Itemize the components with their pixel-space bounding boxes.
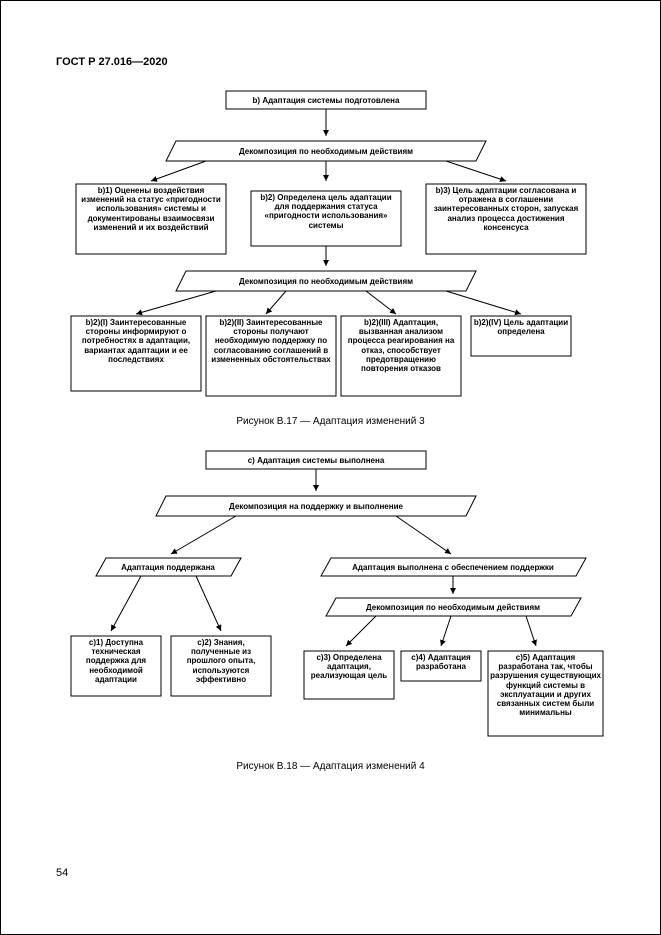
d1-decomp1: Декомпозиция по необходимым действиям xyxy=(239,147,413,156)
caption-2: Рисунок В.18 — Адаптация изменений 4 xyxy=(1,761,660,772)
page: ГОСТ Р 27.016—2020 54 b) Адаптация систе… xyxy=(0,0,661,935)
diagram-2: c) Адаптация системы выполнена Декомпози… xyxy=(56,446,606,786)
d2-right: Адаптация выполнена с обеспечением подде… xyxy=(352,563,554,572)
caption-1: Рисунок В.17 — Адаптация изменений 3 xyxy=(1,416,660,427)
d2-c1: c)1) Доступна техническая поддержка для … xyxy=(73,638,159,684)
d1-b2iii: b)2)(III) Адаптация, вызванная анализом … xyxy=(343,318,459,373)
d2-left: Адаптация поддержана xyxy=(121,563,215,572)
d2-c5: c)5) Адаптация разработана так, чтобы ра… xyxy=(490,653,601,717)
d2-c3: c)3) Определена адаптация, реализующая ц… xyxy=(306,653,392,681)
d1-b2: b)2) Определена цель адаптации для подде… xyxy=(253,193,399,230)
d2-decomp2: Декомпозиция по необходимым действиям xyxy=(366,603,540,612)
page-number: 54 xyxy=(56,867,68,879)
d2-decomp1: Декомпозиция на поддержку и выполнение xyxy=(229,502,403,511)
diagram-1: b) Адаптация системы подготовлена Декомп… xyxy=(56,86,606,426)
d1-b2ii: b)2)(II) Заинтересованные стороны получа… xyxy=(208,318,334,364)
d1-b2i: b)2)(I) Заинтересованные стороны информи… xyxy=(73,318,199,364)
d1-decomp2: Декомпозиция по необходимым действиям xyxy=(239,277,413,286)
d1-b2iv: b)2)(IV) Цель адаптации определена xyxy=(473,318,569,336)
d2-c2: c)2) Знания, полученные из прошлого опыт… xyxy=(173,638,269,684)
d2-root: c) Адаптация системы выполнена xyxy=(248,456,385,465)
d1-b3: b)3) Цель адаптации согласована и отраже… xyxy=(428,186,584,232)
d2-c4: c)4) Адаптация разработана xyxy=(403,653,479,671)
d1-b1: b)1) Оценены воздействия изменений на ст… xyxy=(78,186,224,232)
doc-header: ГОСТ Р 27.016—2020 xyxy=(56,56,168,68)
d1-root: b) Адаптация системы подготовлена xyxy=(253,96,400,105)
